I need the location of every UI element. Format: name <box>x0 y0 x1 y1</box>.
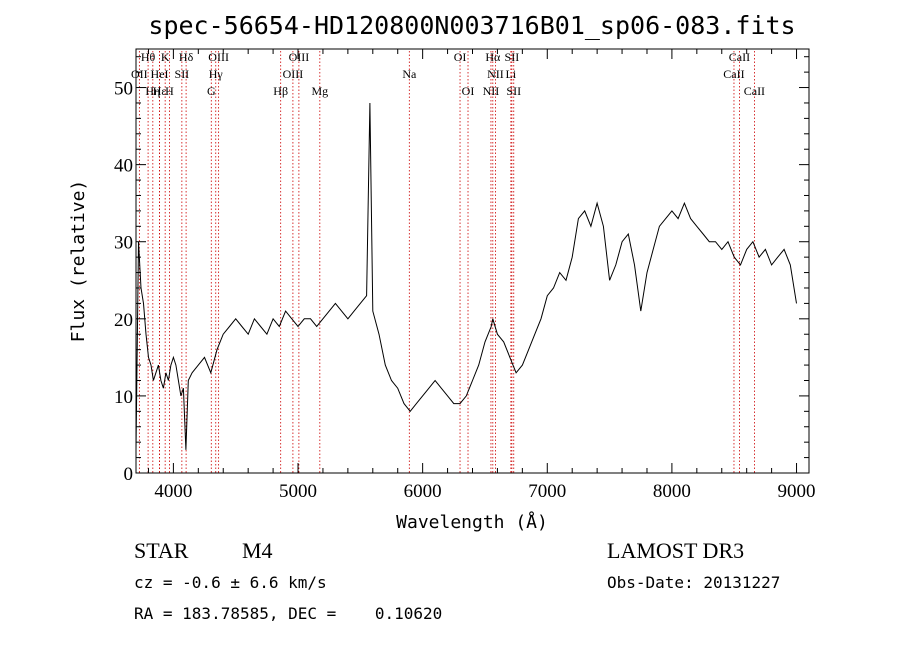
spectral-line-label-24: SII <box>506 84 521 98</box>
x-tick-label-1: 5000 <box>279 481 317 502</box>
spectral-line-label-22: Li <box>506 67 517 81</box>
x-tick-label-5: 9000 <box>778 481 816 502</box>
obs-date: Obs-Date: 20131227 <box>607 573 780 592</box>
y-axis-label: Flux (relative) <box>68 180 89 343</box>
plot-frame <box>135 48 810 474</box>
spectral-line-label-16: Na <box>402 67 417 81</box>
spectral-line-label-7: H <box>165 84 174 98</box>
spectral-line-label-9: OIII <box>208 50 229 64</box>
coordinates-readout: RA = 183.78585, DEC = 0.10620 <box>134 604 442 623</box>
spectral-line-label-20: SII <box>505 50 520 64</box>
y-tick-label-3: 30 <box>114 233 133 254</box>
spectral-line-label-2: Hη <box>145 84 160 98</box>
spectral-line-label-15: Mg <box>311 84 328 98</box>
y-tick-label-1: 10 <box>114 387 133 408</box>
y-tick-label-5: 50 <box>114 79 133 100</box>
star-subclass: M4 <box>242 538 273 563</box>
spectral-line-label-6: SII <box>175 67 190 81</box>
x-tick-label-2: 6000 <box>404 481 442 502</box>
velocity-readout: cz = -0.6 ± 6.6 km/s <box>134 573 327 592</box>
spectral-line-label-13: OIII <box>283 67 304 81</box>
spectral-line-label-19: Hα <box>485 50 501 64</box>
y-tick-label-0: 0 <box>124 464 134 485</box>
spectral-line-label-18: OI <box>462 84 475 98</box>
x-axis-label: Wavelength (Å) <box>396 511 548 533</box>
spectral-line-markers <box>138 51 755 473</box>
x-axis-ticks: 4000 5000 6000 7000 8000 9000 <box>147 49 816 502</box>
y-tick-label-2: 20 <box>114 310 133 331</box>
spectral-line-label-17: OI <box>454 50 467 64</box>
spectral-line-label-11: G <box>207 84 216 98</box>
spectral-line-label-10: Hγ <box>209 67 224 81</box>
spectral-line-label-1: OII <box>131 67 148 81</box>
x-tick-label-4: 8000 <box>653 481 691 502</box>
x-tick-label-0: 4000 <box>154 481 192 502</box>
spectral-line-label-0: Hθ <box>141 50 156 64</box>
chart-title: spec-56654-HD120800N003716B01_sp06-083.f… <box>148 11 795 40</box>
spectral-line-label-12: OIII <box>289 50 310 64</box>
star-class: STAR <box>134 538 189 563</box>
spectral-line-label-23: NII <box>483 84 500 98</box>
y-axis-ticks: 0 10 20 30 40 50 <box>114 56 809 485</box>
y-tick-label-4: 40 <box>114 156 133 177</box>
x-tick-label-3: 7000 <box>528 481 566 502</box>
survey-name: LAMOST DR3 <box>607 538 744 563</box>
spectral-line-label-25: CaII <box>729 50 750 64</box>
spectrum-line <box>135 102 797 450</box>
spectral-line-label-14: Hβ <box>273 84 288 98</box>
spectral-line-label-8: Hδ <box>179 50 194 64</box>
spectral-line-label-21: NII <box>487 67 504 81</box>
spectral-line-label-3: Hε <box>153 84 167 98</box>
spectral-line-label-5: HeI <box>151 67 169 81</box>
spectral-line-label-4: K <box>161 50 170 64</box>
spectral-line-label-26: CaII <box>723 67 744 81</box>
spectral-line-label-27: CaII <box>744 84 765 98</box>
